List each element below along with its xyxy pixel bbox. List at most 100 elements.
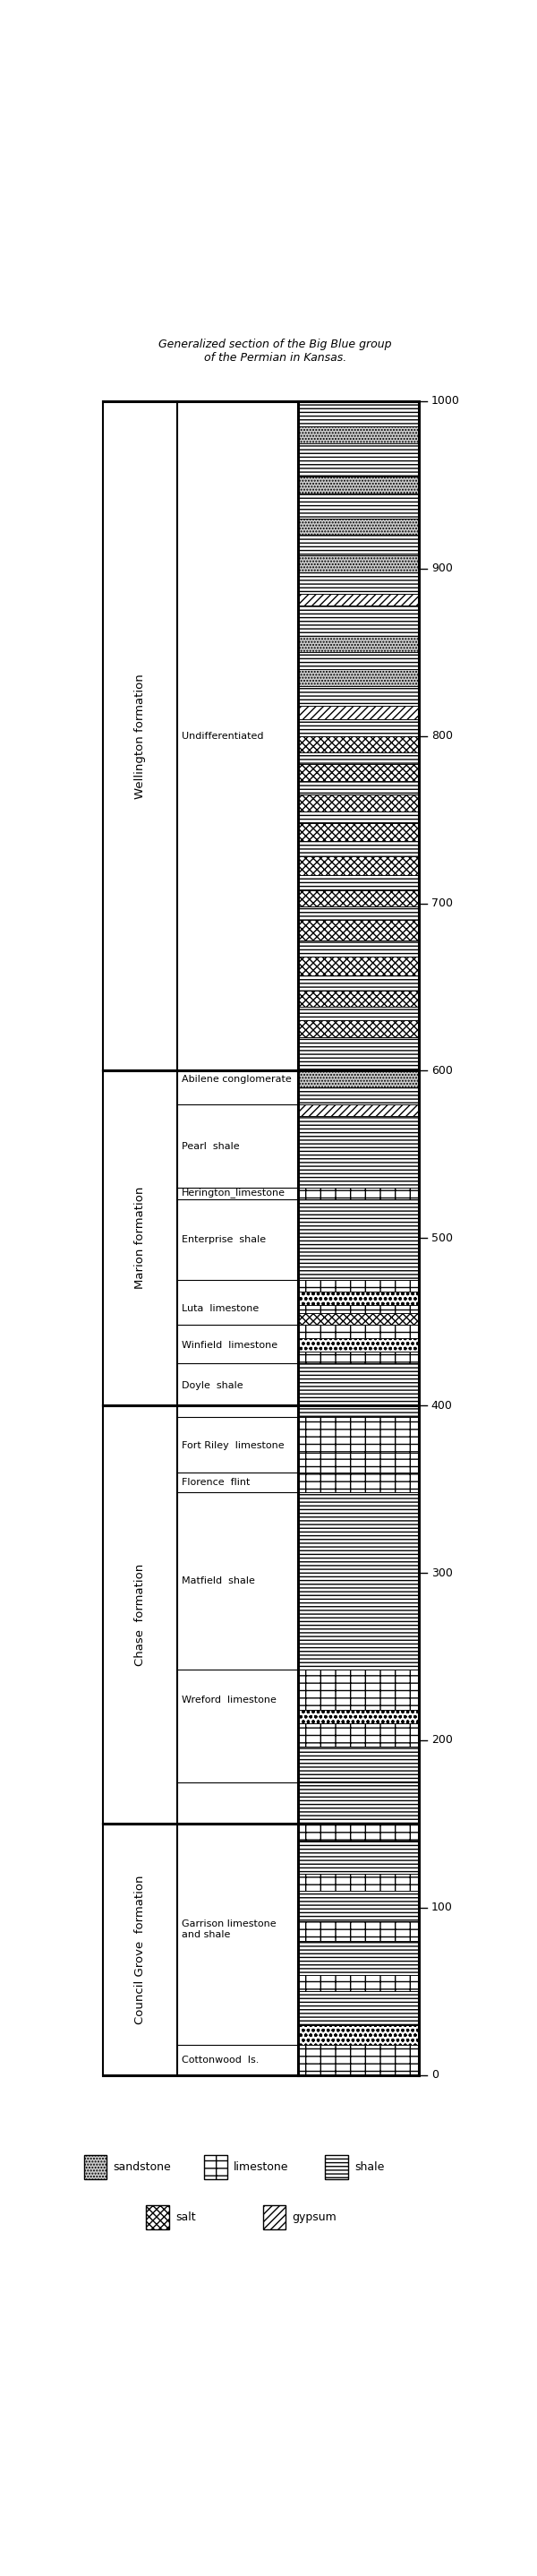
- Text: sandstone: sandstone: [113, 2161, 171, 2174]
- Text: Marion formation: Marion formation: [134, 1188, 146, 1291]
- Bar: [298, 670, 419, 685]
- Text: Generalized section of the Big Blue group
of the Permian in Kansas.: Generalized section of the Big Blue grou…: [158, 337, 392, 363]
- Bar: [298, 443, 419, 477]
- Text: Council Grove  formation: Council Grove formation: [134, 1875, 146, 2025]
- Text: 800: 800: [431, 729, 453, 742]
- Bar: [298, 940, 419, 956]
- Bar: [298, 811, 419, 822]
- Bar: [263, 2205, 286, 2228]
- Text: shale: shale: [354, 2161, 384, 2174]
- Text: gypsum: gypsum: [292, 2210, 336, 2223]
- Bar: [298, 1473, 419, 1492]
- Text: 1000: 1000: [431, 394, 460, 407]
- Bar: [298, 1976, 419, 1991]
- Bar: [298, 2025, 419, 2045]
- Bar: [298, 1417, 419, 1453]
- Text: Wellington formation: Wellington formation: [134, 672, 146, 799]
- Bar: [298, 1200, 419, 1280]
- Bar: [298, 1340, 419, 1352]
- Bar: [298, 1306, 419, 1314]
- Bar: [298, 1783, 419, 1824]
- Bar: [298, 1020, 419, 1038]
- Bar: [298, 2045, 419, 2076]
- Text: Enterprise  shale: Enterprise shale: [182, 1236, 266, 1244]
- Bar: [298, 1188, 419, 1200]
- Bar: [298, 1314, 419, 1324]
- Text: Luta  limestone: Luta limestone: [182, 1303, 259, 1314]
- Bar: [298, 1363, 419, 1406]
- Bar: [298, 706, 419, 719]
- Bar: [298, 920, 419, 940]
- Text: Matfield  shale: Matfield shale: [182, 1577, 255, 1587]
- Bar: [298, 1115, 419, 1188]
- Bar: [298, 605, 419, 636]
- Bar: [84, 2156, 107, 2179]
- Bar: [298, 1891, 419, 1922]
- Bar: [298, 556, 419, 572]
- Bar: [298, 876, 419, 889]
- Text: 600: 600: [431, 1064, 453, 1077]
- Bar: [298, 752, 419, 765]
- Text: Undifferentiated: Undifferentiated: [182, 732, 264, 739]
- Text: Doyle  shale: Doyle shale: [182, 1381, 243, 1391]
- Text: 400: 400: [431, 1399, 453, 1412]
- Bar: [298, 592, 419, 605]
- Bar: [298, 855, 419, 876]
- Bar: [298, 907, 419, 920]
- Bar: [298, 1352, 419, 1363]
- Bar: [298, 1922, 419, 1942]
- Bar: [298, 518, 419, 536]
- Text: salt: salt: [175, 2210, 195, 2223]
- Text: Florence  flint: Florence flint: [182, 1479, 250, 1486]
- Text: limestone: limestone: [234, 2161, 289, 2174]
- Bar: [298, 737, 419, 752]
- Bar: [325, 2156, 348, 2179]
- Bar: [298, 1291, 419, 1306]
- Bar: [298, 793, 419, 811]
- Bar: [298, 402, 419, 425]
- Bar: [298, 1710, 419, 1723]
- Bar: [298, 1105, 419, 1115]
- Bar: [146, 2205, 169, 2228]
- Text: 700: 700: [431, 896, 453, 909]
- Text: Chase  formation: Chase formation: [134, 1564, 146, 1667]
- Bar: [298, 477, 419, 492]
- Bar: [298, 1942, 419, 1976]
- Bar: [298, 1007, 419, 1020]
- Bar: [298, 492, 419, 518]
- Bar: [298, 1824, 419, 1842]
- Bar: [298, 781, 419, 793]
- Bar: [298, 536, 419, 556]
- Text: Herington_limestone: Herington_limestone: [182, 1188, 285, 1198]
- Bar: [298, 889, 419, 907]
- Bar: [298, 842, 419, 855]
- Text: Abilene conglomerate: Abilene conglomerate: [182, 1074, 292, 1084]
- Bar: [298, 1492, 419, 1669]
- Bar: [298, 1669, 419, 1710]
- Bar: [298, 1842, 419, 1875]
- Text: 900: 900: [431, 562, 453, 574]
- Bar: [298, 1324, 419, 1340]
- Text: Fort Riley  limestone: Fort Riley limestone: [182, 1440, 284, 1450]
- Text: 300: 300: [431, 1566, 453, 1579]
- Text: Wreford  limestone: Wreford limestone: [182, 1695, 277, 1705]
- Bar: [298, 976, 419, 989]
- Bar: [298, 956, 419, 976]
- Bar: [298, 685, 419, 706]
- Bar: [298, 989, 419, 1007]
- Bar: [298, 822, 419, 842]
- Bar: [298, 572, 419, 592]
- Bar: [298, 1747, 419, 1783]
- Text: 500: 500: [431, 1231, 453, 1244]
- Bar: [298, 1453, 419, 1473]
- Bar: [298, 652, 419, 670]
- Bar: [298, 425, 419, 443]
- Bar: [298, 1072, 419, 1087]
- Bar: [298, 1087, 419, 1105]
- Bar: [298, 1723, 419, 1747]
- Bar: [298, 719, 419, 737]
- Text: 0: 0: [431, 2069, 438, 2081]
- Text: Pearl  shale: Pearl shale: [182, 1141, 240, 1151]
- Text: 200: 200: [431, 1734, 453, 1747]
- Text: Garrison limestone
and shale: Garrison limestone and shale: [182, 1919, 276, 1940]
